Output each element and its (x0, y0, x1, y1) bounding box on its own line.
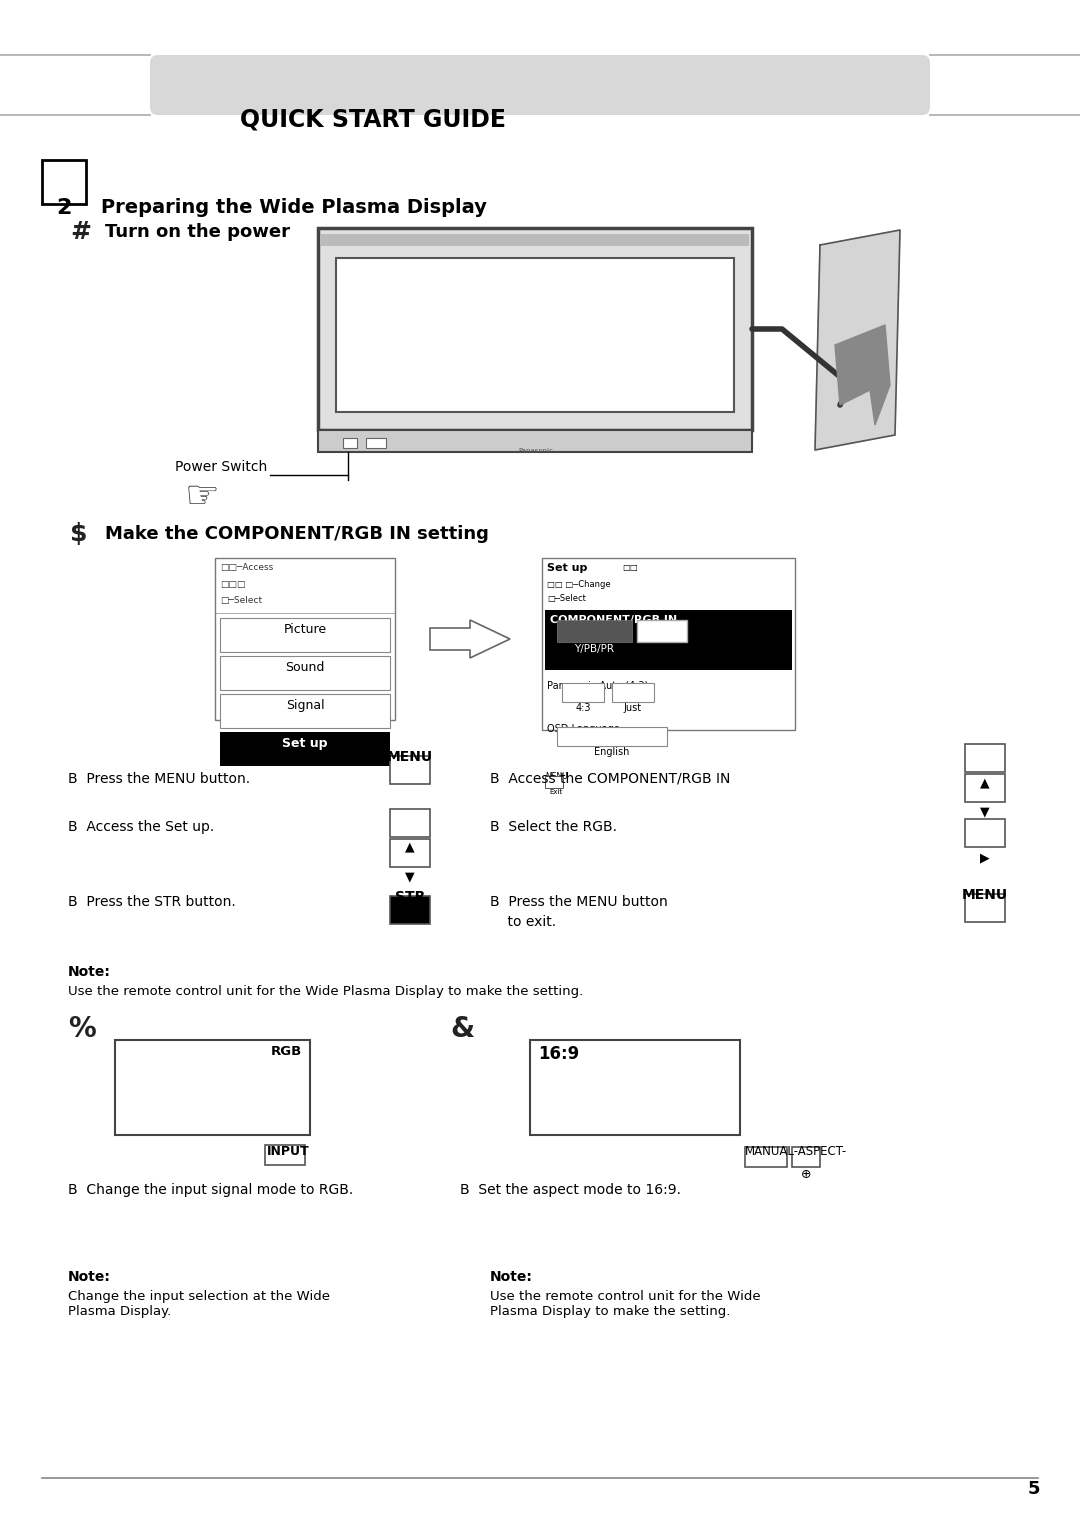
Bar (530, 1041, 740, 1135)
Text: □□□: □□□ (220, 581, 245, 588)
Text: MENU: MENU (545, 772, 568, 781)
Text: Signal: Signal (286, 698, 324, 712)
Text: Exit: Exit (549, 788, 563, 795)
Text: 4:3: 4:3 (576, 703, 591, 714)
Bar (745, 1148, 787, 1167)
Text: Panasonic Auto (4:3): Panasonic Auto (4:3) (546, 680, 648, 691)
Bar (637, 620, 687, 642)
Text: □─Select: □─Select (220, 596, 262, 605)
Text: COMPONENT/RGB IN: COMPONENT/RGB IN (550, 614, 677, 625)
Text: Picture: Picture (283, 623, 326, 636)
Text: B  Change the input signal mode to RGB.: B Change the input signal mode to RGB. (68, 1183, 353, 1196)
Bar (966, 744, 1005, 772)
Text: ▲: ▲ (405, 840, 415, 853)
Text: #: # (70, 220, 91, 244)
Text: B  Access the Set up.: B Access the Set up. (68, 821, 214, 834)
Text: ☞: ☞ (185, 478, 220, 516)
Text: ▼: ▼ (405, 869, 415, 883)
Text: to exit.: to exit. (490, 915, 556, 929)
Text: Turn on the power: Turn on the power (105, 223, 291, 241)
Text: Just: Just (624, 703, 643, 714)
Bar (390, 756, 430, 784)
Text: RGB: RGB (651, 643, 673, 654)
Text: Use the remote control unit for the Wide Plasma Display to make the setting.: Use the remote control unit for the Wide… (68, 986, 583, 998)
Bar (545, 776, 563, 788)
Text: Power Switch: Power Switch (175, 460, 267, 474)
Text: MENU: MENU (387, 750, 433, 764)
Text: ▶: ▶ (981, 851, 989, 863)
Text: □□─Access: □□─Access (220, 562, 273, 571)
Text: Change the input selection at the Wide
Plasma Display.: Change the input selection at the Wide P… (68, 1290, 330, 1319)
Text: QUICK START GUIDE: QUICK START GUIDE (240, 107, 507, 131)
Bar (557, 727, 667, 746)
Text: Note:: Note: (68, 1270, 111, 1284)
Text: B  Press the STR button.: B Press the STR button. (68, 895, 235, 909)
Text: B  Access the COMPONENT/RGB IN: B Access the COMPONENT/RGB IN (490, 772, 730, 785)
Text: B  Set the aspect mode to 16:9.: B Set the aspect mode to 16:9. (460, 1183, 681, 1196)
Bar (390, 808, 430, 837)
Text: B  Press the MENU button.: B Press the MENU button. (68, 772, 251, 785)
Text: Preparing the Wide Plasma Display: Preparing the Wide Plasma Display (102, 199, 487, 217)
Text: English: English (594, 747, 630, 756)
Bar (336, 258, 734, 413)
Bar (366, 439, 386, 448)
Bar (220, 656, 390, 691)
Text: 16:9: 16:9 (538, 1045, 579, 1063)
Text: □□ □─Change: □□ □─Change (546, 581, 610, 588)
Text: $: $ (70, 523, 87, 545)
Bar (343, 439, 357, 448)
Bar (321, 234, 750, 246)
Text: Set up: Set up (546, 562, 588, 573)
Text: Set up: Set up (282, 736, 327, 750)
Bar (215, 558, 395, 720)
Bar (557, 620, 632, 642)
Bar (390, 895, 430, 924)
FancyBboxPatch shape (150, 55, 930, 115)
Text: Note:: Note: (490, 1270, 532, 1284)
Bar (966, 819, 1005, 847)
Bar (612, 683, 654, 701)
Bar (562, 683, 604, 701)
Bar (390, 839, 430, 866)
Text: MANUAL-ASPECT-: MANUAL-ASPECT- (745, 1144, 847, 1158)
Bar (220, 694, 390, 727)
Text: ▲: ▲ (981, 776, 989, 788)
Text: Sound: Sound (285, 662, 325, 674)
Text: &: & (450, 1015, 474, 1044)
Bar (792, 1148, 820, 1167)
Text: □□: □□ (622, 562, 638, 571)
Bar (542, 558, 795, 730)
Text: B  Press the MENU button: B Press the MENU button (490, 895, 667, 909)
Text: MENU: MENU (962, 888, 1008, 902)
Text: Note:: Note: (68, 966, 111, 979)
Text: OSD Language: OSD Language (546, 724, 620, 733)
Bar (42, 160, 86, 205)
Text: INPUT: INPUT (268, 1144, 310, 1158)
Bar (966, 894, 1005, 921)
Text: %: % (68, 1015, 96, 1044)
Text: 2: 2 (56, 199, 71, 219)
Text: B  Select the RGB.: B Select the RGB. (490, 821, 617, 834)
Bar (318, 429, 752, 452)
Text: □─Select: □─Select (546, 594, 585, 604)
Bar (265, 1144, 305, 1164)
Bar (114, 1041, 310, 1135)
Text: Y/PB/PR: Y/PB/PR (573, 643, 615, 654)
Bar (545, 610, 792, 669)
Text: 5: 5 (1027, 1481, 1040, 1497)
Bar (220, 732, 390, 766)
Polygon shape (815, 231, 900, 451)
Bar (966, 775, 1005, 802)
Text: Use the remote control unit for the Wide
Plasma Display to make the setting.: Use the remote control unit for the Wide… (490, 1290, 760, 1319)
FancyArrow shape (430, 620, 510, 659)
Text: ▼: ▼ (981, 805, 989, 817)
Text: Make the COMPONENT/RGB IN setting: Make the COMPONENT/RGB IN setting (105, 526, 489, 542)
Bar (220, 617, 390, 652)
Text: STR: STR (395, 889, 426, 905)
Text: ⊕: ⊕ (800, 1167, 811, 1181)
Bar (318, 228, 752, 429)
Polygon shape (835, 325, 890, 425)
Text: Panasonic: Panasonic (518, 448, 553, 454)
Text: RGB: RGB (271, 1045, 302, 1057)
